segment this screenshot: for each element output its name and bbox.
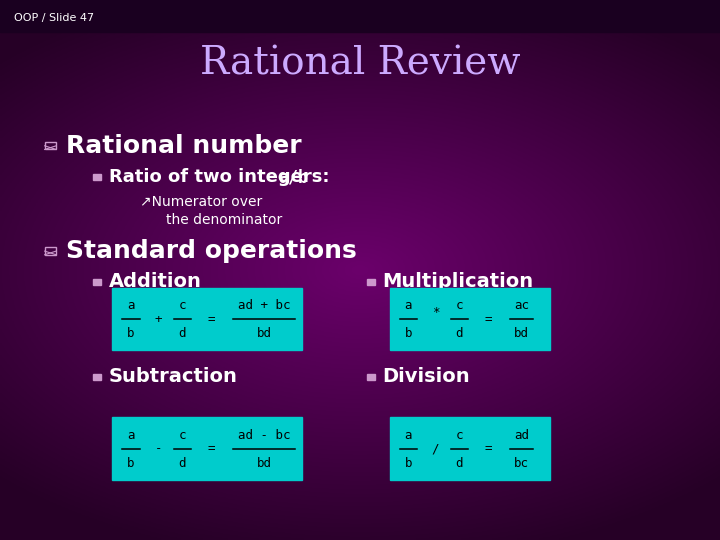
Text: /: / xyxy=(432,442,439,455)
Text: b: b xyxy=(127,327,135,340)
Text: bd: bd xyxy=(514,327,528,340)
Text: OOP / Slide 47: OOP / Slide 47 xyxy=(14,14,94,24)
Text: a: a xyxy=(405,299,412,312)
Text: b: b xyxy=(405,457,412,470)
Text: d: d xyxy=(179,457,186,470)
Text: the denominator: the denominator xyxy=(166,213,282,227)
Text: d: d xyxy=(456,327,463,340)
Text: *: * xyxy=(432,306,439,319)
FancyBboxPatch shape xyxy=(94,279,101,285)
Text: c: c xyxy=(179,299,186,312)
Text: =: = xyxy=(207,442,215,455)
Text: ad + bc: ad + bc xyxy=(238,299,290,312)
FancyBboxPatch shape xyxy=(390,417,550,480)
Text: c: c xyxy=(456,299,463,312)
Text: =: = xyxy=(485,442,492,455)
Text: -: - xyxy=(155,442,162,455)
Text: Rational number: Rational number xyxy=(66,134,302,158)
Text: =: = xyxy=(485,313,492,326)
Text: Standard operations: Standard operations xyxy=(66,239,357,263)
Text: Ratio of two integers:: Ratio of two integers: xyxy=(109,168,342,186)
FancyBboxPatch shape xyxy=(94,374,101,380)
Bar xyxy=(0,0,720,32)
Text: c: c xyxy=(179,429,186,442)
Text: d: d xyxy=(179,327,186,340)
Text: Subtraction: Subtraction xyxy=(109,367,238,387)
Text: ac: ac xyxy=(514,299,528,312)
Text: =: = xyxy=(207,313,215,326)
Text: a: a xyxy=(405,429,412,442)
Text: ad - bc: ad - bc xyxy=(238,429,290,442)
Text: c: c xyxy=(456,429,463,442)
FancyBboxPatch shape xyxy=(367,279,375,285)
Text: d: d xyxy=(456,457,463,470)
Text: Division: Division xyxy=(382,367,470,387)
FancyBboxPatch shape xyxy=(390,288,550,350)
FancyBboxPatch shape xyxy=(367,374,375,380)
Text: +: + xyxy=(155,313,162,326)
Text: a: a xyxy=(127,429,135,442)
Text: b: b xyxy=(405,327,412,340)
Text: Rational Review: Rational Review xyxy=(199,46,521,83)
Text: bc: bc xyxy=(514,457,528,470)
FancyBboxPatch shape xyxy=(94,174,101,180)
Text: bd: bd xyxy=(256,327,271,340)
Text: a: a xyxy=(127,299,135,312)
FancyBboxPatch shape xyxy=(112,288,302,350)
Text: ad: ad xyxy=(514,429,528,442)
Text: Multiplication: Multiplication xyxy=(382,272,534,292)
FancyBboxPatch shape xyxy=(112,417,302,480)
Text: a/b: a/b xyxy=(278,168,308,186)
Text: b: b xyxy=(127,457,135,470)
Text: ↗Numerator over: ↗Numerator over xyxy=(140,195,263,210)
Text: bd: bd xyxy=(256,457,271,470)
Text: Addition: Addition xyxy=(109,272,202,292)
